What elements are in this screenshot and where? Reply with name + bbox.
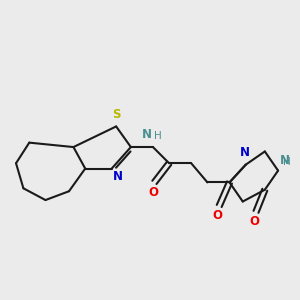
Text: O: O (148, 186, 158, 199)
Text: H: H (284, 157, 291, 167)
Text: N: N (113, 170, 123, 183)
Text: N: N (240, 146, 250, 159)
Text: H: H (154, 131, 161, 141)
Text: O: O (250, 215, 260, 228)
Text: N: N (142, 128, 152, 141)
Text: O: O (213, 209, 223, 223)
Text: S: S (112, 108, 121, 121)
Text: N: N (280, 154, 290, 167)
